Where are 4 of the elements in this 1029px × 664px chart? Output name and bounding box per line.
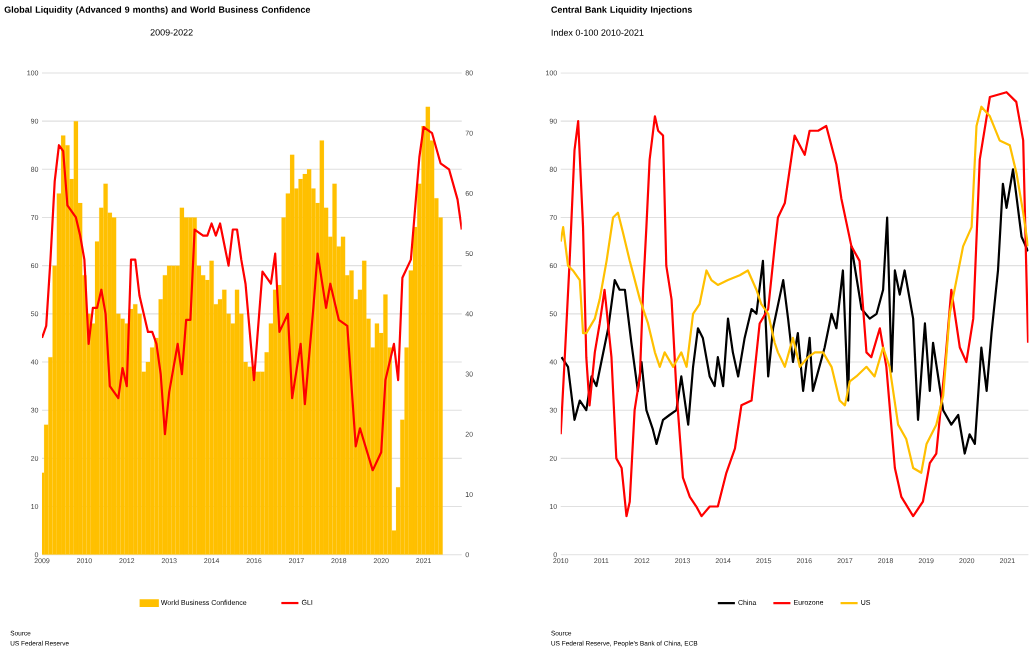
- chart-title: Global Liquidity (Advanced 9 months) and World Business Confidence: [4, 6, 311, 15]
- chart-subtitle: Index 0-100 2010-2021: [551, 29, 644, 36]
- chart-title: Central Bank Liquidity Injections: [551, 6, 692, 15]
- chart-subtitle: 2009-2022: [150, 29, 193, 36]
